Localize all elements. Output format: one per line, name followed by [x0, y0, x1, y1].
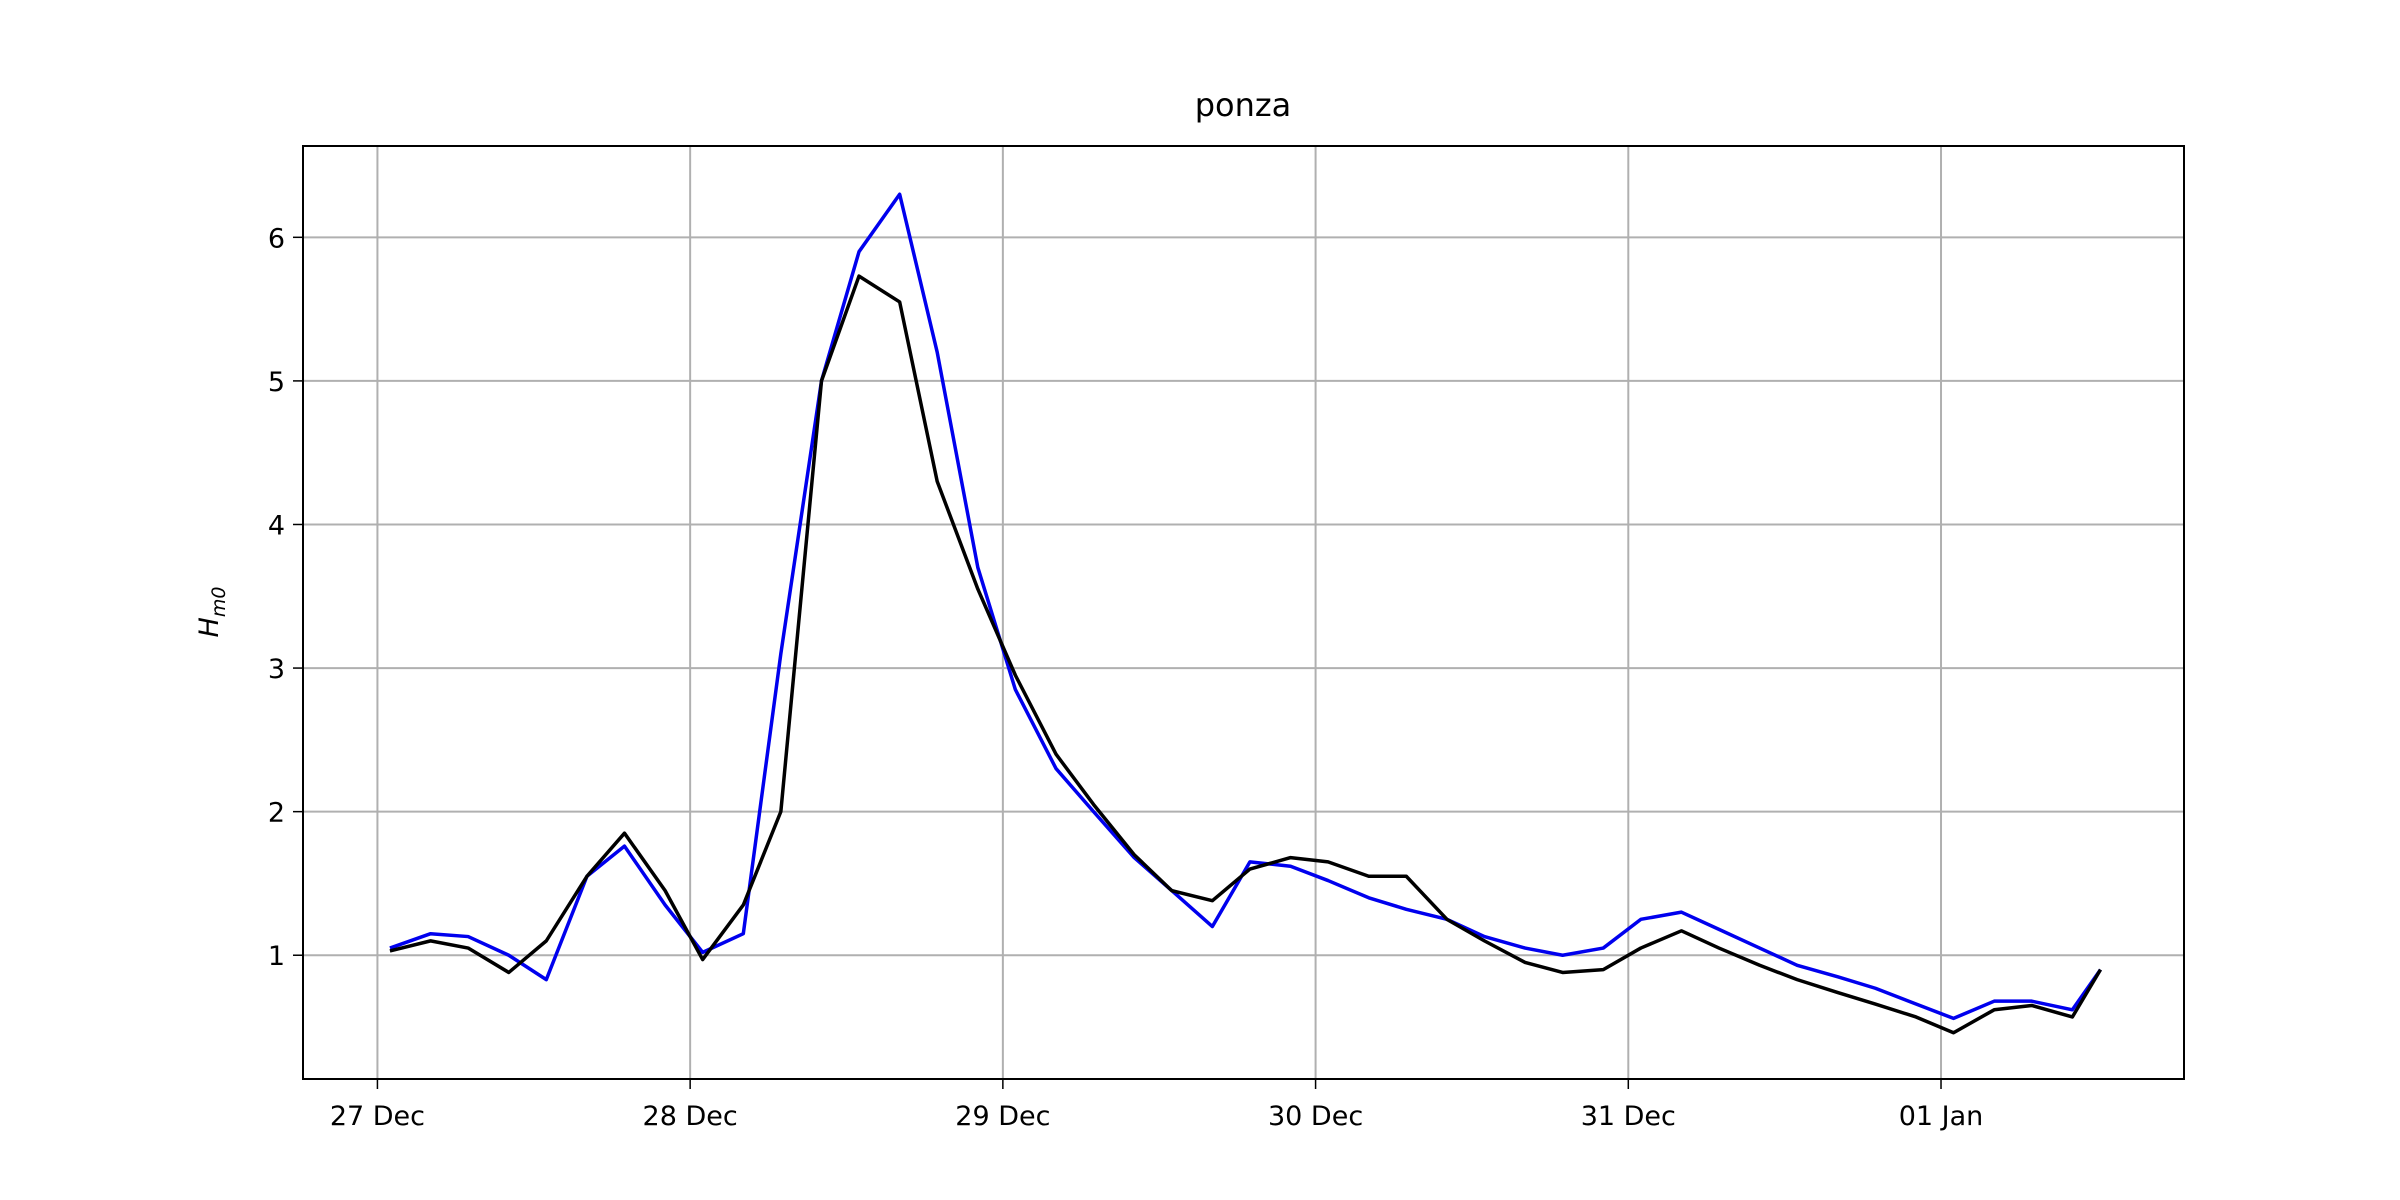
x-tick-label: 01 Jan	[1899, 1101, 1984, 1132]
y-tick-label: 1	[268, 941, 285, 972]
y-tick-label: 4	[268, 510, 285, 541]
y-label-base: H	[194, 617, 225, 637]
y-tick-label: 6	[268, 223, 285, 254]
y-tick-label: 2	[268, 798, 285, 829]
y-axis-label: Hm0	[194, 587, 230, 638]
data-line	[389, 192, 2102, 1021]
y-tick-label: 5	[268, 367, 285, 398]
x-tick-label: 30 Dec	[1268, 1101, 1363, 1132]
chart-title: ponza	[1195, 86, 1292, 124]
y-label-sub: m0	[208, 587, 230, 618]
data-line	[389, 274, 2103, 1035]
x-tick-label: 31 Dec	[1581, 1101, 1676, 1132]
y-tick-label: 3	[268, 654, 285, 685]
x-tick-label: 29 Dec	[955, 1101, 1050, 1132]
x-tick-label: 27 Dec	[330, 1101, 425, 1132]
plot-frame	[302, 145, 2185, 1080]
x-tick-label: 28 Dec	[643, 1101, 738, 1132]
